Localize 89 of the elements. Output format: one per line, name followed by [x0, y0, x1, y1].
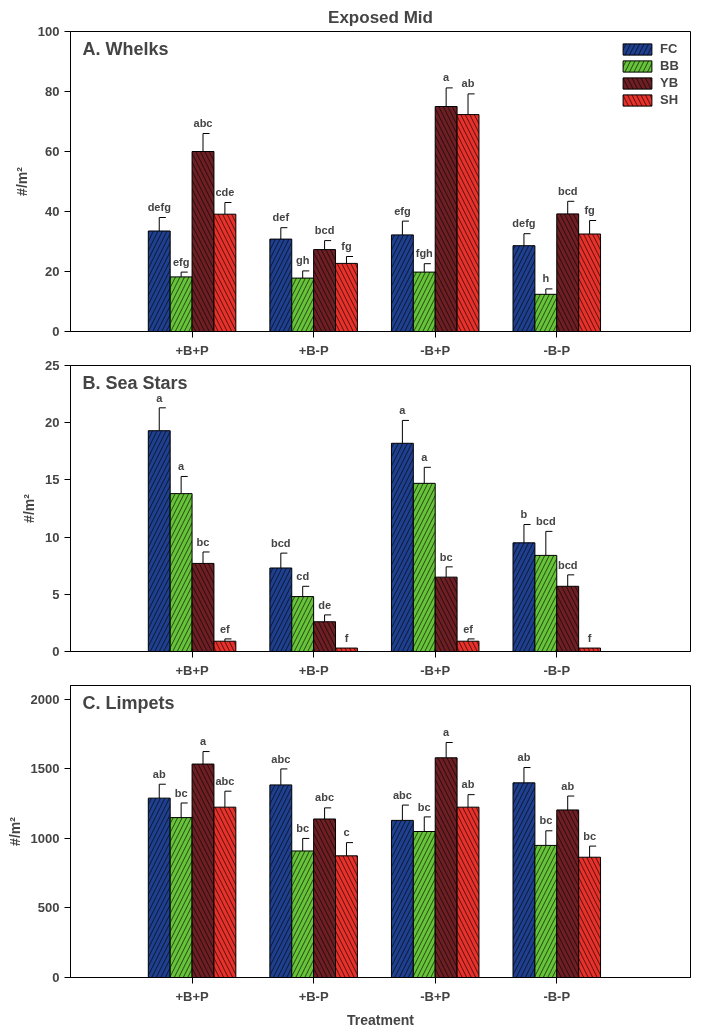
annotation: B. Sea Stars: [82, 372, 188, 393]
y-axis-title: #/m²: [13, 166, 30, 196]
y-tick-label: 80: [45, 84, 60, 99]
y-tick-label: 5: [52, 586, 60, 602]
y-axis-title: #/m²: [21, 493, 38, 523]
data-label: b: [520, 508, 528, 521]
data-label: a: [399, 404, 407, 417]
data-label: ab: [461, 77, 475, 90]
y-tick-label: 1500: [30, 761, 60, 777]
data-label: bc: [417, 800, 431, 813]
x-tick-label: -B-P: [543, 342, 571, 358]
data-label: gh: [295, 254, 310, 267]
data-label: defg: [512, 217, 536, 230]
data-label: def: [272, 211, 290, 224]
y-tick-label: 0: [52, 644, 60, 659]
data-label: c: [343, 826, 350, 839]
data-label: a: [421, 451, 429, 464]
data-label: efg: [172, 255, 190, 268]
data-label: ab: [517, 751, 531, 764]
x-tick-label: -B-P: [543, 662, 571, 678]
data-label: f: [587, 631, 592, 644]
data-label: bc: [583, 829, 597, 842]
y-tick-label: 0: [52, 324, 60, 339]
data-label: cde: [215, 186, 235, 198]
data-label: a: [178, 460, 186, 473]
y-tick-label: 1000: [30, 830, 60, 846]
data-label: abc: [315, 791, 335, 804]
data-label: bc: [296, 822, 310, 835]
data-label: ab: [152, 767, 166, 780]
data-label: f: [344, 631, 349, 644]
x-tick-label: -B+P: [420, 342, 451, 358]
data-label: a: [156, 391, 164, 404]
legend-label: SH: [660, 92, 680, 107]
x-tick-label: -B+P: [420, 662, 451, 678]
data-label: bc: [174, 786, 188, 799]
y-tick-label: 25: [45, 358, 60, 373]
y-axis-title: #/m²: [6, 816, 23, 846]
data-label: a: [443, 726, 451, 739]
y-tick-label: 15: [45, 472, 60, 488]
data-label: bcd: [314, 224, 335, 237]
x-axis-title: Treatment: [347, 1011, 415, 1028]
y-tick-label: 500: [37, 900, 60, 916]
data-label: ab: [561, 779, 575, 792]
data-label: bcd: [557, 184, 578, 197]
data-label: fg: [341, 240, 352, 252]
chart-title: Exposed Mid: [328, 7, 433, 27]
y-tick-label: 0: [52, 970, 60, 985]
data-label: bc: [539, 814, 553, 827]
data-label: ef: [220, 622, 231, 635]
y-tick-label: 2000: [30, 691, 60, 707]
y-tick-label: 20: [45, 415, 60, 431]
data-label: h: [542, 272, 550, 285]
data-label: ab: [461, 778, 475, 791]
y-tick-label: 20: [45, 264, 60, 279]
data-label: cd: [296, 570, 310, 582]
legend-label: FC: [660, 41, 679, 56]
legend-label: BB: [660, 58, 680, 73]
x-tick-label: +B+P: [175, 342, 210, 358]
x-tick-label: -B-P: [543, 988, 571, 1004]
y-tick-label: 40: [45, 204, 60, 219]
annotation: A. Whelks: [82, 39, 169, 59]
y-tick-label: 100: [37, 24, 60, 39]
data-label: defg: [147, 201, 171, 213]
x-tick-label: +B+P: [175, 988, 210, 1004]
data-label: fg: [584, 204, 595, 216]
legend-label: YB: [660, 75, 680, 90]
data-label: a: [443, 71, 451, 84]
annotation: C. Limpets: [82, 692, 175, 713]
data-label: abc: [271, 752, 291, 765]
data-label: ef: [463, 622, 474, 635]
x-tick-label: -B+P: [420, 988, 451, 1004]
x-tick-label: +B+P: [175, 662, 210, 678]
data-label: bcd: [557, 558, 578, 571]
data-label: fgh: [415, 247, 434, 260]
data-label: bc: [439, 550, 453, 563]
data-label: de: [318, 598, 331, 611]
data-label: abc: [215, 774, 235, 787]
y-tick-label: 10: [45, 529, 60, 545]
x-tick-label: +B-P: [298, 342, 329, 358]
data-label: bcd: [271, 536, 291, 549]
y-tick-label: 60: [45, 144, 60, 159]
data-label: abc: [193, 117, 213, 129]
data-label: bc: [196, 535, 210, 548]
x-tick-label: +B-P: [298, 662, 329, 678]
data-label: efg: [394, 204, 411, 217]
data-label: abc: [392, 788, 412, 801]
x-tick-label: +B-P: [298, 988, 329, 1004]
data-label: bcd: [536, 515, 556, 528]
data-label: a: [199, 735, 207, 748]
